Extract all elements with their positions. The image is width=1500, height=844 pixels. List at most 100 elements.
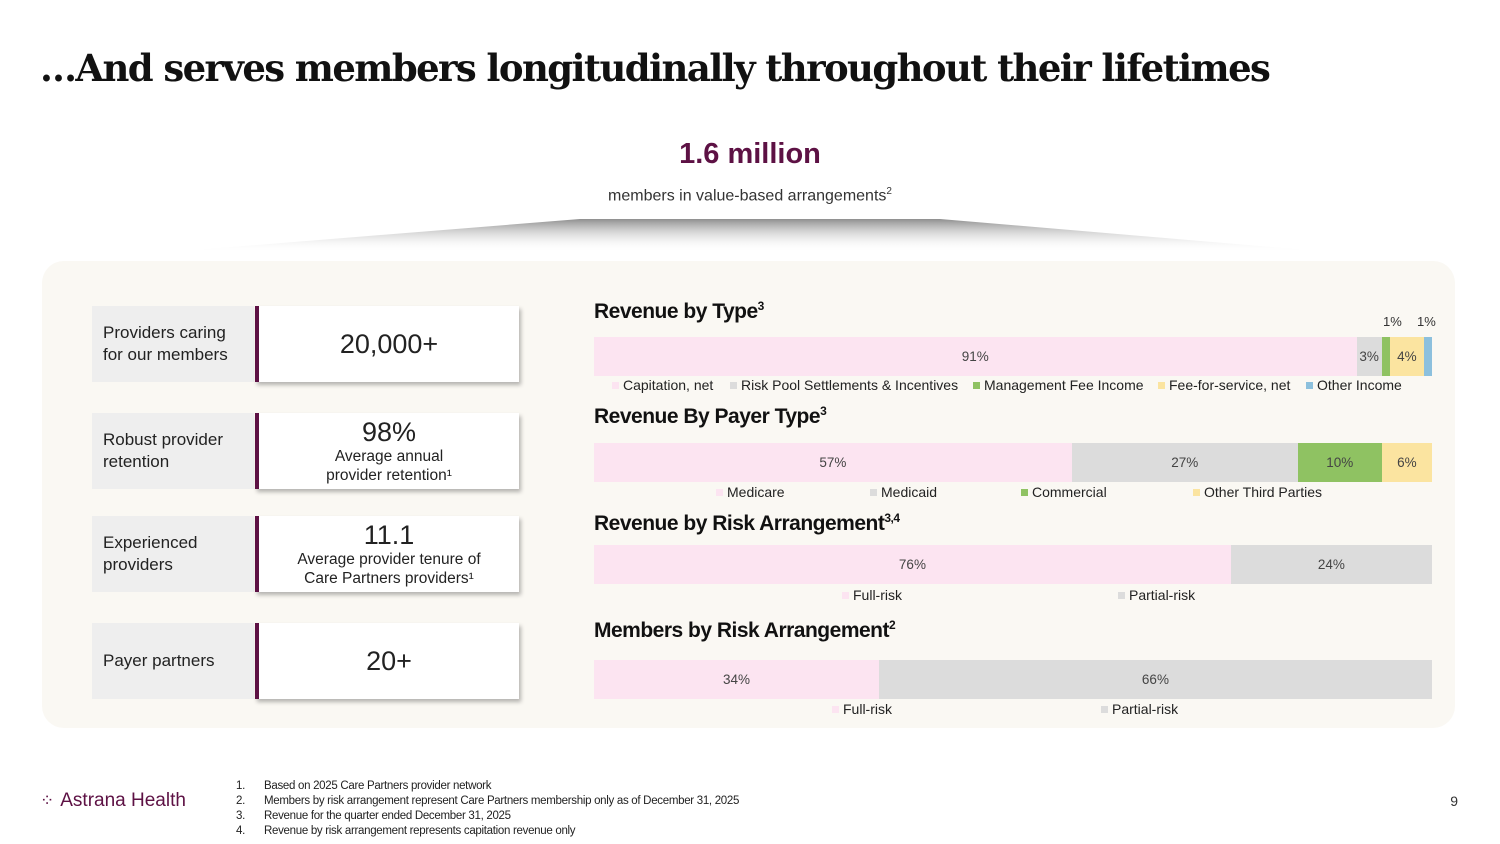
segment-value-label: 34%: [722, 672, 750, 687]
legend-item: Full-risk: [832, 701, 892, 717]
footnote-number: 4.: [236, 825, 245, 837]
segment-value-label: 27%: [1171, 455, 1199, 470]
legend-label: Full-risk: [843, 701, 892, 717]
bar-segment: 34%: [594, 660, 879, 699]
chart-title-footnote: 3: [757, 299, 765, 313]
kpi-value-payers: 20+: [366, 646, 412, 676]
legend-swatch: [1101, 705, 1108, 713]
bar-segment: 76%: [594, 545, 1231, 584]
segment-value-label: 1%: [1417, 314, 1436, 329]
chart-title-revenue-by-payer: Revenue By Payer Type3: [594, 404, 827, 429]
kpi-value-retention: 98%: [361, 417, 417, 447]
legend-swatch: [842, 591, 849, 599]
legend-item: Full-risk: [842, 587, 902, 603]
bar-segment: 4%: [1390, 337, 1424, 376]
page-title: …And serves members longitudinally throu…: [40, 46, 1271, 90]
hero-divider-wedge: [170, 219, 1330, 252]
legend-item: Risk Pool Settlements & Incentives: [730, 377, 958, 393]
legend-label: Partial-risk: [1112, 701, 1179, 717]
segment-value-label: 66%: [1141, 672, 1169, 687]
chart-title-text: Revenue by Type: [594, 300, 758, 323]
bar-segment: [1423, 337, 1432, 376]
legend-swatch: [1158, 381, 1165, 389]
kpi-label-experience: Experienced providers: [92, 516, 254, 592]
segment-value-label: 91%: [961, 349, 989, 364]
footnote-item: 4. Revenue by risk arrangement represents…: [236, 825, 576, 837]
legend-item: Medicaid: [870, 484, 937, 500]
page-number: 9: [1450, 793, 1458, 809]
footnote-text: Based on 2025 Care Partners provider net…: [264, 780, 492, 792]
kpi-label-payers: Payer partners: [92, 623, 254, 699]
bar-segment: 10%: [1297, 443, 1382, 482]
bar-segment: 27%: [1071, 443, 1298, 482]
chart-title-footnote: 3,4: [884, 511, 900, 525]
footnote-item: 3. Revenue for the quarter ended December…: [236, 810, 511, 822]
legend-item: Capitation, net: [612, 377, 713, 393]
footnote-number: 3.: [236, 810, 245, 822]
legend-label: Fee-for-service, net: [1169, 377, 1291, 393]
kpi-card-retention: 98% Average annual provider retention¹: [255, 413, 519, 489]
chart-title-text: Revenue By Payer Type: [594, 405, 821, 428]
legend-swatch: [1306, 381, 1313, 389]
hero-label-footnote: 2: [886, 186, 892, 197]
kpi-value-experience: 11.1: [363, 520, 415, 550]
legend-label: Medicaid: [881, 484, 938, 500]
legend-label: Commercial: [1032, 484, 1107, 500]
bar-segment: 3%: [1356, 337, 1382, 376]
footnote-item: 1. Based on 2025 Care Partners provider n…: [236, 780, 491, 792]
footnote-item: 2. Members by risk arrangement represent …: [236, 795, 739, 807]
legend-swatch: [1118, 591, 1125, 599]
kpi-sub-retention: Average annual provider retention¹: [326, 448, 452, 484]
legend-swatch: [716, 488, 723, 496]
hero-label-text: members in value-based arrangements: [608, 187, 887, 205]
legend-item: Fee-for-service, net: [1158, 377, 1290, 393]
segment-value-label: 6%: [1397, 455, 1417, 470]
legend-item: Other Third Parties: [1193, 484, 1322, 500]
chart-title-text: Revenue by Risk Arrangement: [594, 512, 885, 535]
legend-label: Other Third Parties: [1204, 484, 1323, 500]
logo-mark-icon: ⁘: [40, 791, 55, 810]
kpi-sub-experience: Average provider tenure of Care Partners…: [297, 551, 481, 587]
legend-label: Other Income: [1317, 377, 1402, 393]
kpi-label-providers: Providers caring for our members: [92, 306, 254, 382]
legend-item: Other Income: [1306, 377, 1402, 393]
legend-item: Commercial: [1021, 484, 1107, 500]
segment-value-label: 57%: [819, 455, 847, 470]
footnote-number: 1.: [236, 780, 245, 792]
legend-label: Partial-risk: [1129, 587, 1196, 603]
legend-label: Full-risk: [853, 587, 902, 603]
stacked-bar-revenue-by-risk: 76% 24%: [594, 545, 1432, 584]
legend-label: Capitation, net: [623, 377, 714, 393]
segment-value-label: 24%: [1317, 557, 1345, 572]
segment-value-label: 3%: [1359, 349, 1379, 364]
segment-value-label: 1%: [1383, 314, 1402, 329]
legend-label: Risk Pool Settlements & Incentives: [741, 377, 959, 393]
legend-swatch: [730, 381, 737, 389]
kpi-label-retention: Robust provider retention: [92, 413, 254, 489]
segment-value-label: 10%: [1326, 455, 1354, 470]
segment-value-label: 76%: [898, 557, 926, 572]
chart-title-revenue-by-type: Revenue by Type3: [594, 299, 764, 324]
kpi-card-payers: 20+: [255, 623, 519, 699]
legend-label: Management Fee Income: [984, 377, 1144, 393]
chart-title-members-by-risk: Members by Risk Arrangement2: [594, 618, 896, 643]
bar-segment: [1381, 337, 1391, 376]
footnote-number: 2.: [236, 795, 245, 807]
kpi-value-providers: 20,000+: [339, 329, 439, 359]
legend-swatch: [870, 488, 877, 496]
footnote-text: Members by risk arrangement represent Ca…: [264, 795, 740, 807]
bar-segment: 66%: [878, 660, 1432, 699]
legend-item: Management Fee Income: [973, 377, 1144, 393]
chart-title-footnote: 2: [889, 618, 896, 632]
stacked-bar-revenue-by-type: 91% 3% 4%: [594, 337, 1432, 376]
legend-item: Partial-risk: [1101, 701, 1178, 717]
stacked-bar-members-by-risk: 34% 66%: [594, 660, 1432, 699]
bar-segment: 57%: [594, 443, 1072, 482]
footnote-text: Revenue by risk arrangement represents c…: [264, 825, 576, 837]
kpi-card-providers: 20,000+: [255, 306, 519, 382]
astrana-logo: ⁘ Astrana Health: [40, 790, 186, 812]
legend-item: Medicare: [716, 484, 785, 500]
legend-label: Medicare: [727, 484, 785, 500]
legend-item: Partial-risk: [1118, 587, 1195, 603]
logo-text: Astrana Health: [60, 790, 186, 811]
